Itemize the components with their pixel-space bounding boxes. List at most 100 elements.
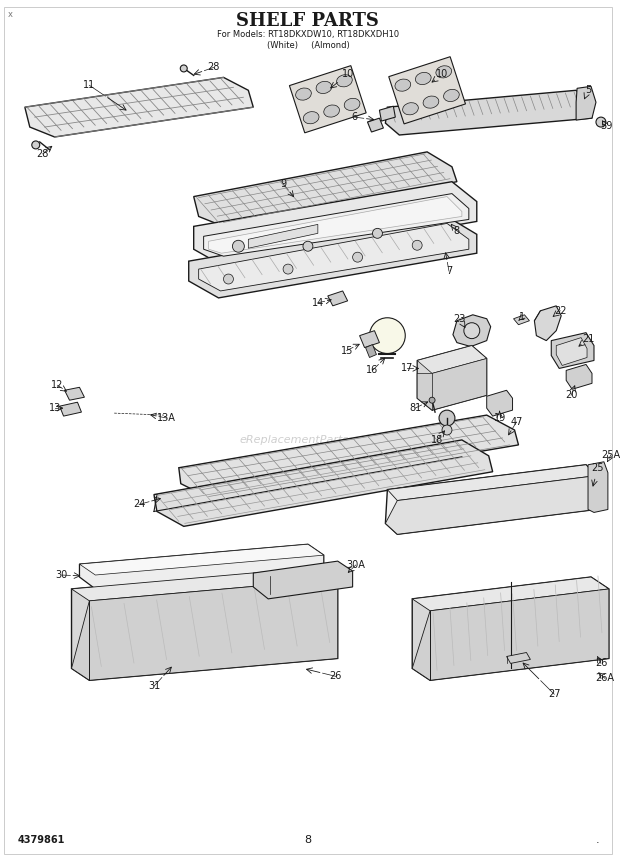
Polygon shape xyxy=(249,225,318,248)
Circle shape xyxy=(596,117,606,127)
Polygon shape xyxy=(290,65,366,133)
Ellipse shape xyxy=(395,79,410,91)
Polygon shape xyxy=(198,223,469,291)
Text: x: x xyxy=(8,10,13,19)
Ellipse shape xyxy=(303,112,319,124)
Circle shape xyxy=(223,274,233,284)
Text: 22: 22 xyxy=(554,306,567,316)
Polygon shape xyxy=(386,475,596,535)
Polygon shape xyxy=(179,415,518,498)
Circle shape xyxy=(283,264,293,274)
Ellipse shape xyxy=(436,65,451,77)
Circle shape xyxy=(412,240,422,251)
Circle shape xyxy=(353,252,363,262)
Polygon shape xyxy=(453,315,490,347)
Text: 10: 10 xyxy=(342,70,354,79)
Text: 8: 8 xyxy=(454,226,460,237)
Polygon shape xyxy=(412,589,609,680)
Polygon shape xyxy=(193,182,477,266)
Polygon shape xyxy=(203,194,469,257)
Polygon shape xyxy=(79,544,324,575)
Polygon shape xyxy=(566,364,592,389)
Circle shape xyxy=(442,425,452,435)
Text: 14: 14 xyxy=(312,298,324,308)
Text: 1: 1 xyxy=(520,312,526,322)
Text: 31: 31 xyxy=(148,681,160,691)
Polygon shape xyxy=(25,77,254,137)
Text: eReplacementParts.com: eReplacementParts.com xyxy=(240,435,376,445)
Text: 27: 27 xyxy=(548,689,560,699)
Circle shape xyxy=(439,410,455,426)
Ellipse shape xyxy=(423,96,439,108)
Polygon shape xyxy=(551,332,594,369)
Circle shape xyxy=(232,240,244,252)
Polygon shape xyxy=(487,390,513,416)
Text: 24: 24 xyxy=(133,499,145,510)
Text: 25A: 25A xyxy=(601,449,620,460)
Ellipse shape xyxy=(296,88,311,100)
Circle shape xyxy=(32,141,40,149)
Text: 59: 59 xyxy=(600,121,612,131)
Text: 21: 21 xyxy=(582,333,594,344)
Polygon shape xyxy=(366,344,376,357)
Polygon shape xyxy=(71,579,338,680)
Ellipse shape xyxy=(337,75,352,87)
Polygon shape xyxy=(360,331,379,348)
Text: 23: 23 xyxy=(454,313,466,324)
Polygon shape xyxy=(368,118,383,132)
Polygon shape xyxy=(254,561,353,599)
Text: 11: 11 xyxy=(83,80,95,90)
Polygon shape xyxy=(328,291,348,306)
Text: 26: 26 xyxy=(595,659,607,668)
Polygon shape xyxy=(386,465,596,535)
Polygon shape xyxy=(412,577,609,680)
Ellipse shape xyxy=(344,98,360,110)
Text: 13: 13 xyxy=(48,403,61,413)
Ellipse shape xyxy=(415,72,431,84)
Polygon shape xyxy=(386,90,592,135)
Polygon shape xyxy=(71,567,338,601)
Circle shape xyxy=(429,397,435,403)
Text: 30A: 30A xyxy=(346,561,365,570)
Text: 26A: 26A xyxy=(595,673,614,684)
Text: 7: 7 xyxy=(446,266,452,276)
Circle shape xyxy=(373,228,383,238)
Text: 10: 10 xyxy=(436,70,448,79)
Ellipse shape xyxy=(324,105,340,117)
Text: 28: 28 xyxy=(207,63,219,72)
Polygon shape xyxy=(208,196,462,253)
Text: 4379861: 4379861 xyxy=(18,835,65,846)
Circle shape xyxy=(180,65,187,72)
Text: 8: 8 xyxy=(304,835,311,846)
Text: 26: 26 xyxy=(330,672,342,681)
Text: 47: 47 xyxy=(510,417,523,427)
Polygon shape xyxy=(389,57,466,124)
Polygon shape xyxy=(154,440,493,526)
Text: .: . xyxy=(596,835,600,846)
Circle shape xyxy=(464,323,480,338)
Polygon shape xyxy=(379,106,396,121)
Circle shape xyxy=(370,318,405,354)
Ellipse shape xyxy=(402,102,418,115)
Polygon shape xyxy=(79,544,324,589)
Polygon shape xyxy=(513,315,529,325)
Text: 17: 17 xyxy=(401,363,414,374)
Polygon shape xyxy=(417,358,487,410)
Text: 18: 18 xyxy=(431,435,443,445)
Polygon shape xyxy=(534,306,561,341)
Text: 6: 6 xyxy=(352,112,358,122)
Text: 16: 16 xyxy=(366,365,379,375)
Polygon shape xyxy=(188,216,477,298)
Text: 9: 9 xyxy=(280,179,286,189)
Text: 15: 15 xyxy=(340,345,353,356)
Polygon shape xyxy=(507,653,531,664)
Polygon shape xyxy=(412,577,609,610)
Polygon shape xyxy=(193,152,457,226)
Text: 81: 81 xyxy=(409,403,422,413)
Polygon shape xyxy=(576,86,596,120)
Ellipse shape xyxy=(316,81,332,94)
Circle shape xyxy=(303,241,313,251)
Polygon shape xyxy=(64,387,84,400)
Text: 13A: 13A xyxy=(157,413,176,423)
Text: 20: 20 xyxy=(565,390,577,400)
